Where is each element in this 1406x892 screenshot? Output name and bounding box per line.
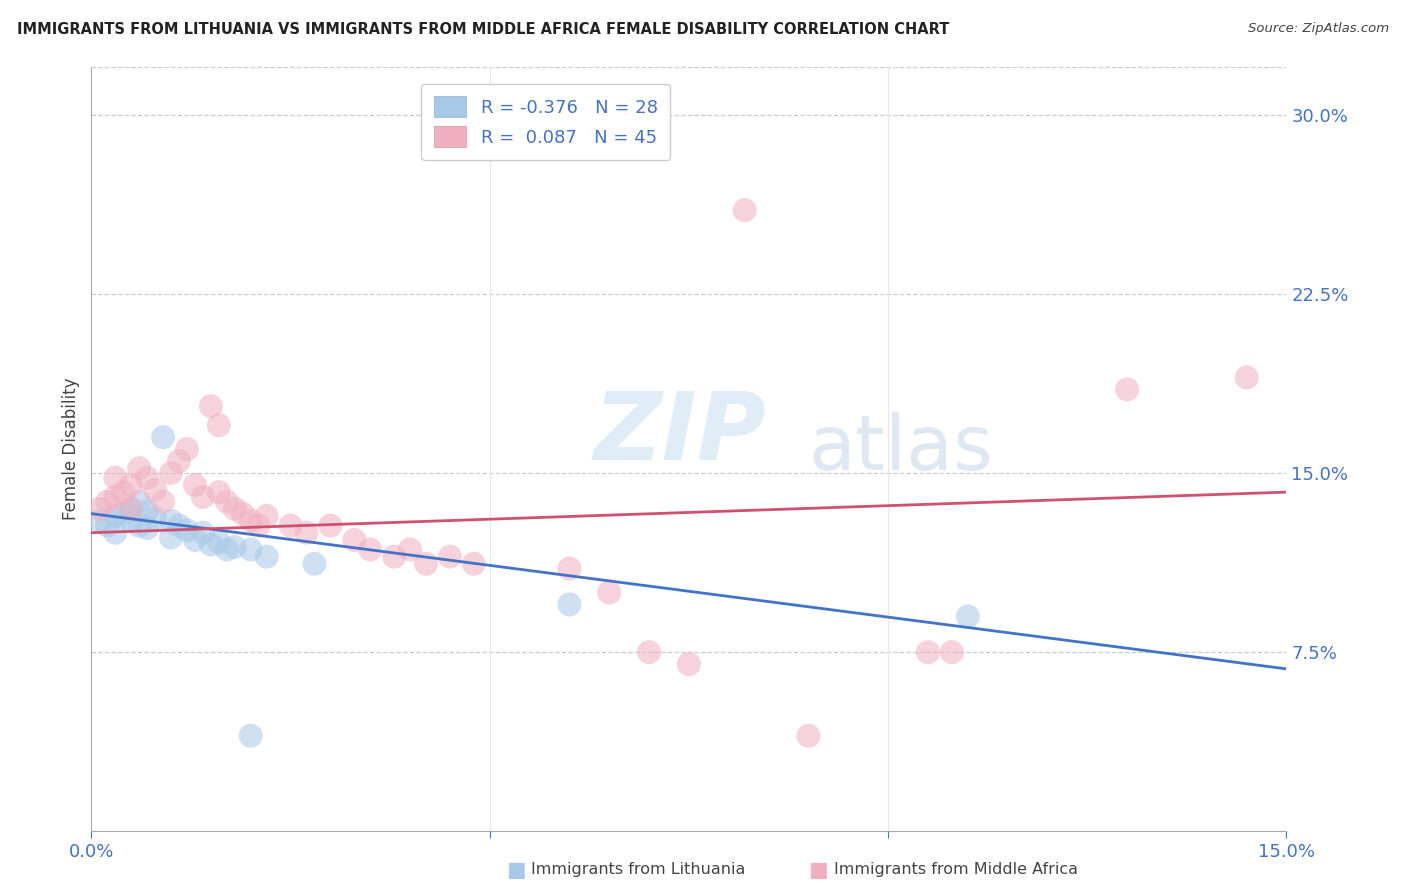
- Point: [176, 524, 198, 538]
- Point: [143, 483, 166, 497]
- Point: [191, 490, 214, 504]
- Point: [734, 203, 756, 218]
- Text: Immigrants from Lithuania: Immigrants from Lithuania: [531, 863, 745, 877]
- Point: [382, 549, 405, 564]
- Point: [112, 507, 135, 521]
- Point: [256, 508, 278, 523]
- Point: [160, 531, 183, 545]
- Point: [319, 518, 342, 533]
- Point: [160, 514, 183, 528]
- Point: [399, 542, 422, 557]
- Point: [280, 518, 302, 533]
- Text: ■: ■: [808, 860, 828, 880]
- Point: [136, 521, 159, 535]
- Point: [224, 501, 246, 516]
- Text: Immigrants from Middle Africa: Immigrants from Middle Africa: [834, 863, 1078, 877]
- Point: [176, 442, 198, 456]
- Point: [143, 511, 166, 525]
- Point: [463, 557, 485, 571]
- Point: [247, 518, 270, 533]
- Point: [160, 466, 183, 480]
- Point: [239, 729, 262, 743]
- Point: [558, 598, 581, 612]
- Point: [917, 645, 939, 659]
- Point: [208, 535, 231, 549]
- Point: [167, 518, 190, 533]
- Point: [96, 494, 118, 508]
- Point: [439, 549, 461, 564]
- Point: [120, 478, 142, 492]
- Text: ■: ■: [506, 860, 526, 880]
- Point: [638, 645, 661, 659]
- Point: [215, 542, 238, 557]
- Point: [104, 490, 127, 504]
- Point: [136, 471, 159, 485]
- Text: IMMIGRANTS FROM LITHUANIA VS IMMIGRANTS FROM MIDDLE AFRICA FEMALE DISABILITY COR: IMMIGRANTS FROM LITHUANIA VS IMMIGRANTS …: [17, 22, 949, 37]
- Point: [136, 504, 159, 518]
- Point: [191, 525, 214, 540]
- Point: [239, 514, 262, 528]
- Point: [598, 585, 620, 599]
- Point: [256, 549, 278, 564]
- Point: [184, 533, 207, 547]
- Point: [797, 729, 820, 743]
- Point: [128, 461, 150, 475]
- Point: [415, 557, 437, 571]
- Point: [120, 501, 142, 516]
- Point: [678, 657, 700, 672]
- Y-axis label: Female Disability: Female Disability: [62, 378, 80, 520]
- Point: [232, 507, 254, 521]
- Legend: R = -0.376   N = 28, R =  0.087   N = 45: R = -0.376 N = 28, R = 0.087 N = 45: [420, 84, 671, 160]
- Point: [558, 561, 581, 575]
- Point: [167, 454, 190, 468]
- Point: [184, 478, 207, 492]
- Text: Source: ZipAtlas.com: Source: ZipAtlas.com: [1249, 22, 1389, 36]
- Point: [304, 557, 326, 571]
- Point: [89, 501, 111, 516]
- Point: [239, 542, 262, 557]
- Point: [343, 533, 366, 547]
- Point: [359, 542, 381, 557]
- Point: [200, 538, 222, 552]
- Text: atlas: atlas: [808, 412, 993, 486]
- Point: [1236, 370, 1258, 384]
- Point: [120, 514, 142, 528]
- Point: [208, 485, 231, 500]
- Point: [96, 518, 118, 533]
- Point: [128, 518, 150, 533]
- Point: [104, 471, 127, 485]
- Point: [112, 485, 135, 500]
- Point: [215, 494, 238, 508]
- Point: [104, 508, 127, 523]
- Point: [208, 418, 231, 433]
- Point: [956, 609, 979, 624]
- Point: [200, 399, 222, 413]
- Point: [224, 540, 246, 554]
- Text: ZIP: ZIP: [593, 388, 766, 480]
- Point: [104, 525, 127, 540]
- Point: [128, 494, 150, 508]
- Point: [1116, 383, 1139, 397]
- Point: [152, 494, 174, 508]
- Point: [89, 514, 111, 528]
- Point: [295, 525, 318, 540]
- Point: [120, 501, 142, 516]
- Point: [941, 645, 963, 659]
- Point: [152, 430, 174, 444]
